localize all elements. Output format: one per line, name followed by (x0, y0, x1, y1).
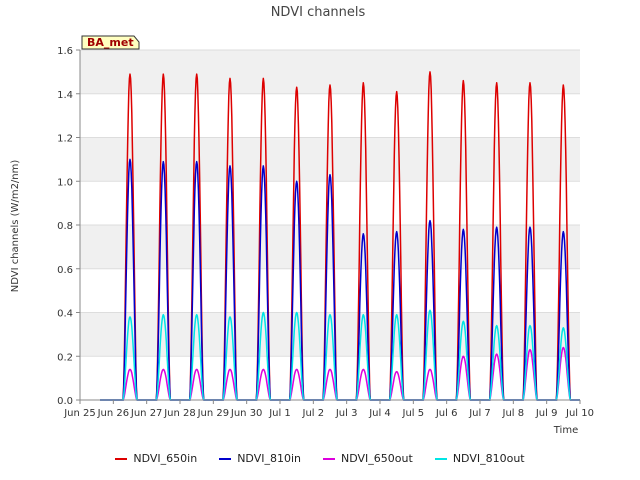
y-tick-label: 0.6 (57, 265, 73, 276)
x-tick-label: Jun 26 (97, 408, 130, 419)
legend-item: NDVI_810in (219, 452, 301, 465)
x-tick-label: Jul 10 (565, 408, 594, 419)
legend-swatch (219, 457, 232, 460)
legend-swatch (434, 457, 447, 460)
x-axis-label: Time (553, 425, 578, 436)
x-tick-labels: Jun 25 Jun 26 Jun 27 Jun 28 Jun 29 Jun 30 Jul … (63, 400, 594, 419)
x-tick-label: Jul 1 (268, 408, 291, 419)
legend-label: NDVI_650out (341, 452, 413, 465)
x-tick-label: Jun 25 (63, 408, 96, 419)
x-tick-label: Jul 3 (335, 408, 358, 419)
y-tick-label: 0.0 (57, 396, 73, 407)
x-tick-label: Jul 6 (435, 408, 458, 419)
legend-item: NDVI_650out (323, 452, 413, 465)
x-tick-label: Jul 5 (402, 408, 425, 419)
site-badge-label: BA_met (87, 36, 134, 49)
x-tick-label: Jun 28 (163, 408, 196, 419)
background-band (80, 312, 580, 357)
x-tick-label: Jul 8 (502, 408, 525, 419)
legend-label: NDVI_650in (133, 452, 198, 465)
site-badge: BA_met (81, 35, 140, 50)
y-tick-label: 1.4 (57, 90, 73, 101)
gridlines (80, 49, 580, 401)
y-tick-label: 1.6 (57, 46, 73, 57)
x-tick-label: Jul 2 (302, 408, 325, 419)
legend: NDVI_650in NDVI_810in NDVI_650out NDVI_8… (0, 452, 640, 465)
legend-label: NDVI_810in (237, 452, 302, 465)
y-tick-label: 1.0 (57, 177, 73, 188)
x-tick-label: Jun 29 (197, 408, 230, 419)
x-tick-label: Jul 4 (368, 408, 391, 419)
background-band (80, 225, 580, 269)
legend-item: NDVI_650in (115, 452, 197, 465)
y-tick-label: 0.8 (57, 221, 73, 232)
chart-title: NDVI channels (271, 5, 366, 20)
y-axis-label: NDVI channels (W/m2/nm) (10, 160, 21, 293)
legend-swatch (115, 457, 128, 460)
x-tick-label: Jul 9 (535, 408, 558, 419)
y-tick-label: 0.4 (57, 309, 73, 320)
legend-swatch (323, 457, 336, 460)
x-tick-label: Jun 30 (230, 408, 263, 419)
legend-label: NDVI_810out (452, 452, 525, 465)
legend-item: NDVI_810out (434, 452, 525, 465)
y-tick-labels: 0.0 0.2 0.4 0.6 0.8 1.0 1.2 1.4 1.6 (57, 46, 80, 407)
y-tick-label: 0.2 (57, 352, 73, 363)
y-tick-label: 1.2 (57, 134, 73, 145)
x-tick-label: Jul 7 (468, 408, 491, 419)
x-tick-label: Jun 27 (130, 408, 163, 419)
